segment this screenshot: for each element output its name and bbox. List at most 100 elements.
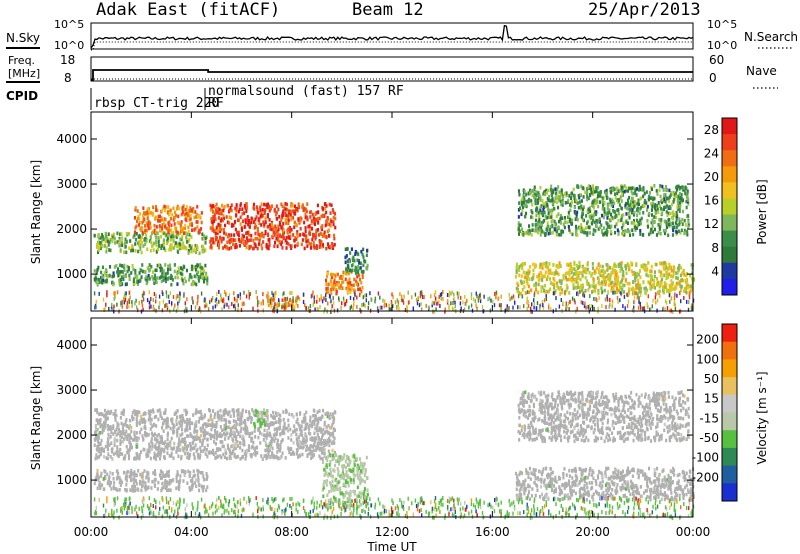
power-cell — [598, 220, 601, 224]
power-cell — [476, 307, 478, 312]
velocity-cell — [323, 452, 326, 456]
power-cell — [353, 259, 356, 263]
velocity-cell — [138, 453, 141, 457]
power-cell — [152, 205, 155, 210]
power-cell — [152, 298, 154, 302]
power-cell — [553, 227, 556, 231]
power-cell — [220, 211, 223, 216]
power-cell — [316, 306, 318, 311]
power-cell — [169, 216, 172, 221]
velocity-cell — [193, 445, 196, 450]
power-cell — [623, 283, 626, 288]
power-cell — [597, 309, 599, 314]
power-cell — [135, 298, 137, 303]
power-cell — [633, 288, 636, 292]
velocity-cell — [230, 429, 233, 433]
power-cell — [550, 184, 553, 189]
power-cell — [558, 190, 561, 194]
power-cell — [439, 304, 441, 308]
power-cell — [367, 301, 370, 306]
power-cell — [307, 306, 310, 311]
power-cell — [398, 307, 400, 312]
velocity-cell — [125, 418, 128, 422]
power-cell — [360, 249, 363, 254]
power-cell — [262, 220, 265, 224]
velocity-cell — [311, 438, 314, 442]
power-cell — [575, 224, 578, 229]
power-colorbar-tick: 28 — [704, 123, 719, 137]
power-cell — [435, 296, 437, 301]
power-cell — [249, 238, 252, 242]
velocity-cell — [317, 416, 320, 421]
velocity-cell — [148, 449, 151, 454]
velocity-cell — [297, 445, 300, 450]
power-cell — [586, 190, 589, 195]
power-cell — [642, 188, 645, 192]
power-cell — [600, 228, 603, 233]
power-cell — [671, 310, 674, 315]
power-cell — [678, 217, 681, 221]
power-cell — [606, 207, 609, 211]
power-cell — [651, 197, 654, 202]
velocity-cell — [200, 414, 203, 418]
power-cell — [636, 202, 639, 206]
velocity-cell — [266, 428, 269, 433]
velocity-cell — [231, 425, 234, 430]
power-cell — [285, 236, 288, 240]
power-cell — [109, 237, 112, 242]
power-cell — [154, 240, 157, 244]
power-cell — [225, 215, 228, 219]
power-cell — [582, 205, 585, 209]
power-cell — [312, 241, 315, 245]
power-cell — [526, 199, 529, 203]
power-cell — [588, 271, 591, 275]
velocity-cell — [176, 409, 179, 413]
power-cell — [285, 246, 288, 250]
power-cell — [555, 191, 558, 196]
power-cell — [199, 275, 202, 279]
power-cell — [547, 271, 550, 275]
velocity-cell — [192, 452, 195, 456]
power-cell — [651, 204, 654, 209]
power-cell — [664, 231, 667, 236]
power-cell — [569, 208, 572, 213]
power-cell — [100, 241, 103, 246]
power-cell — [639, 218, 642, 223]
power-cell — [643, 198, 646, 203]
power-cell — [628, 291, 630, 296]
colorbar-swatch — [722, 118, 737, 135]
power-cell — [558, 195, 561, 200]
velocity-cell — [228, 447, 231, 452]
velocity-cell — [159, 413, 162, 418]
velocity-cell — [204, 452, 207, 456]
power-cell — [243, 241, 246, 246]
power-cell — [611, 299, 614, 304]
power-cell — [104, 236, 107, 240]
power-cell — [644, 286, 647, 290]
power-cell — [568, 273, 571, 277]
power-cell — [617, 288, 620, 293]
power-cell — [432, 309, 434, 314]
power-cell — [374, 296, 377, 301]
power-cell — [97, 265, 100, 270]
velocity-cell — [155, 424, 158, 428]
power-cell — [621, 192, 624, 197]
velocity-cell — [269, 443, 272, 448]
power-cell — [550, 198, 553, 203]
power-cell — [580, 223, 583, 227]
power-cell — [662, 287, 665, 292]
power-cell — [100, 280, 103, 284]
velocity-cell — [110, 426, 113, 431]
power-cell — [576, 201, 579, 205]
power-cell — [636, 285, 639, 289]
power-cell — [231, 302, 233, 306]
power-cell — [685, 205, 688, 210]
velocity-cell — [180, 419, 183, 423]
power-cell — [260, 243, 263, 247]
power-cell — [177, 301, 179, 306]
power-cell — [549, 277, 552, 281]
power-cell — [527, 271, 530, 276]
power-cell — [349, 281, 352, 285]
power-cell — [113, 304, 115, 309]
power-cell — [635, 187, 638, 191]
